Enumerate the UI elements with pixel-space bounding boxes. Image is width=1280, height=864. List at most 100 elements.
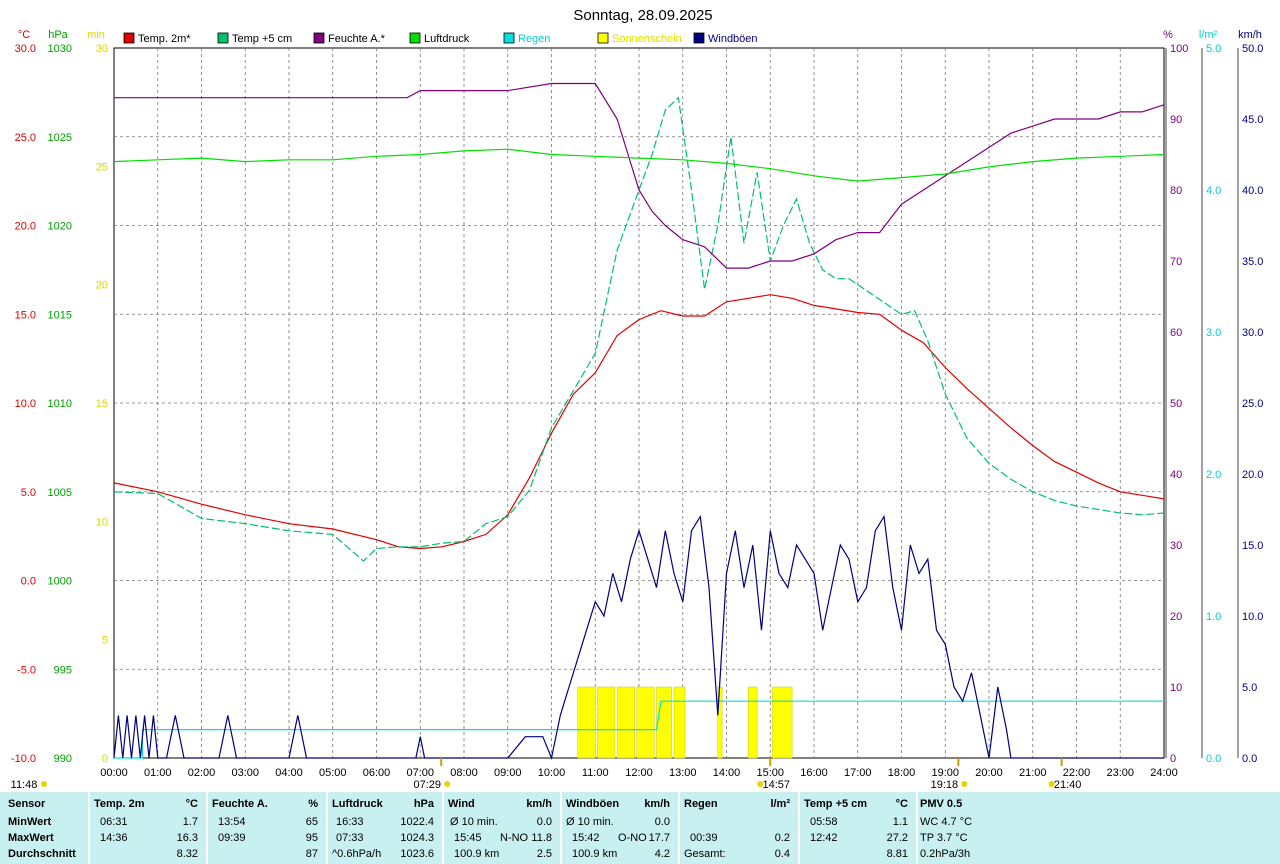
temp5-avg: 8.81	[886, 848, 908, 860]
pressure-header: Luftdruck	[332, 798, 383, 810]
max-row-label: MaxWert	[8, 832, 54, 844]
temp-tick-label: -5.0	[17, 664, 36, 676]
x-tick-label: 22:00	[1063, 767, 1091, 779]
humidity-header: Feuchte A.	[212, 798, 268, 810]
stats-label-column: Sensor MinWert MaxWert Durchschnitt	[0, 792, 88, 864]
temp-tick-label: 0.0	[21, 576, 36, 588]
temp-tick-label: 10.0	[15, 398, 36, 410]
humidity-tick-label: 50	[1170, 398, 1182, 410]
humidity-tick-label: 70	[1170, 256, 1182, 268]
humidity-tick-label: 90	[1170, 114, 1182, 126]
temp-tick-label: 30.0	[15, 43, 36, 55]
sun-tick-label: 10	[96, 516, 108, 528]
humidity-tick-label: 100	[1170, 43, 1188, 55]
sun-icon	[1048, 781, 1055, 787]
min-row-label: MinWert	[8, 816, 52, 828]
event-label: 21:40	[1054, 779, 1082, 791]
chart-legend: Temp. 2m* Temp +5 cm Feuchte A.* Luftdruck R…	[123, 32, 758, 45]
pmv-header: PMV 0.5	[920, 798, 963, 810]
wind-tick-label: 25.0	[1242, 398, 1263, 410]
wind-tick-label: 0.0	[1242, 753, 1257, 765]
sunshine-bar	[636, 686, 655, 759]
wind-tick-label: 40.0	[1242, 185, 1263, 197]
stats-temp2m: Temp. 2m °C 06:31 1.7 14:36 16.3 8.32	[92, 792, 204, 864]
rain-tick-label: 4.0	[1206, 185, 1221, 197]
gusts-max-time: 15:42	[572, 832, 600, 844]
temp5-max-time: 12:42	[810, 832, 838, 844]
pressure-tick-label: 995	[54, 664, 72, 676]
stats-gusts: Windböen km/h Ø 10 min. 0.0 15:42 O-NO 1…	[564, 792, 676, 864]
sensor-label: Sensor	[8, 798, 46, 810]
legend-label: Temp +5 cm	[232, 33, 292, 45]
series-line-temp-2m-	[113, 294, 1165, 550]
x-tick-label: 12:00	[625, 767, 653, 779]
wind-max-time: 15:45	[454, 832, 482, 844]
humidity-tick-label: 80	[1170, 185, 1182, 197]
humidity-tick-label: 40	[1170, 469, 1182, 481]
x-tick-label: 06:00	[363, 767, 391, 779]
stats-wind: Wind km/h Ø 10 min. 0.0 15:45 N-NO 11.8 …	[446, 792, 558, 864]
wind-tick-label: 20.0	[1242, 469, 1263, 481]
wind-max-direction: N-NO	[500, 832, 529, 844]
temp-tick-label: 15.0	[15, 309, 36, 321]
stats-separator	[88, 792, 90, 864]
x-tick-label: 18:00	[888, 767, 916, 779]
temp5-header: Temp +5 cm	[804, 798, 868, 810]
temp2m-min-value: 1.7	[182, 816, 198, 828]
sunshine-bar	[577, 686, 596, 759]
wind-max-value: 11.8	[531, 832, 552, 844]
stats-separator	[442, 792, 444, 864]
temp2m-max-time: 14:36	[100, 832, 128, 844]
rain-unit: l/m²	[770, 798, 790, 810]
humidity-min-value: 65	[305, 816, 318, 828]
rain-max-time: 00:39	[690, 832, 718, 844]
stats-separator	[916, 792, 918, 864]
wind-tick-label: 5.0	[1242, 682, 1257, 694]
x-tick-label: 04:00	[275, 767, 303, 779]
pressure-trend: ^0.6hPa/h	[332, 848, 382, 860]
pressure-avg: 1023.6	[400, 848, 434, 860]
temp2m-header: Temp. 2m	[94, 798, 145, 810]
wind-header: Wind	[448, 798, 475, 810]
sunshine-bar	[673, 686, 686, 759]
temp2m-unit: °C	[185, 798, 198, 810]
statistics-panel: Sensor MinWert MaxWert Durchschnitt Temp…	[0, 792, 1280, 864]
x-tick-label: 09:00	[494, 767, 522, 779]
sun-tick-label: 5	[102, 635, 108, 647]
legend-swatch	[217, 32, 229, 44]
temp5-min-time: 05:58	[810, 816, 838, 828]
pressure-tick-label: 1025	[48, 132, 72, 144]
event-label: 14:57	[762, 779, 790, 791]
humidity-max-time: 09:39	[218, 832, 246, 844]
wind-tick-label: 50.0	[1242, 43, 1263, 55]
x-tick-label: 17:00	[844, 767, 872, 779]
rain-tick-label: 2.0	[1206, 469, 1221, 481]
humidity-min-time: 13:54	[218, 816, 246, 828]
pressure-tick-label: 1020	[48, 221, 72, 233]
sunshine-bar	[597, 686, 616, 759]
humidity-tick-label: 10	[1170, 682, 1182, 694]
pmv-dewpoint: TP 3.7 °C	[920, 832, 968, 844]
x-tick-label: 20:00	[975, 767, 1003, 779]
gusts-unit: km/h	[644, 798, 670, 810]
humidity-max-value: 95	[305, 832, 318, 844]
legend-swatch	[503, 32, 515, 44]
axis-unit-labels: °C hPa min % l/m² km/h	[18, 29, 1262, 41]
x-tick-label: 24:00	[1150, 767, 1178, 779]
series-line-luftdruck	[113, 148, 1165, 182]
wind-tick-label: 15.0	[1242, 540, 1263, 552]
pmv-windchill: WC 4.7 °C	[920, 816, 973, 828]
stats-separator	[678, 792, 680, 864]
pressure-tick-label: 1015	[48, 309, 72, 321]
sun-tick-label: 20	[96, 280, 108, 292]
series-line-feuchte-a-	[114, 82, 1165, 269]
humidity-avg: 87	[305, 848, 318, 860]
chart-grid	[113, 47, 1165, 759]
temp-tick-label: 5.0	[21, 487, 36, 499]
x-tick-label: 07:00	[406, 767, 434, 779]
legend-swatch	[123, 32, 135, 44]
gusts-max-direction: O-NO	[618, 832, 647, 844]
legend-label: Temp. 2m*	[138, 33, 191, 45]
legend-label: Luftdruck	[424, 33, 470, 45]
wind-tick-label: 30.0	[1242, 327, 1263, 339]
